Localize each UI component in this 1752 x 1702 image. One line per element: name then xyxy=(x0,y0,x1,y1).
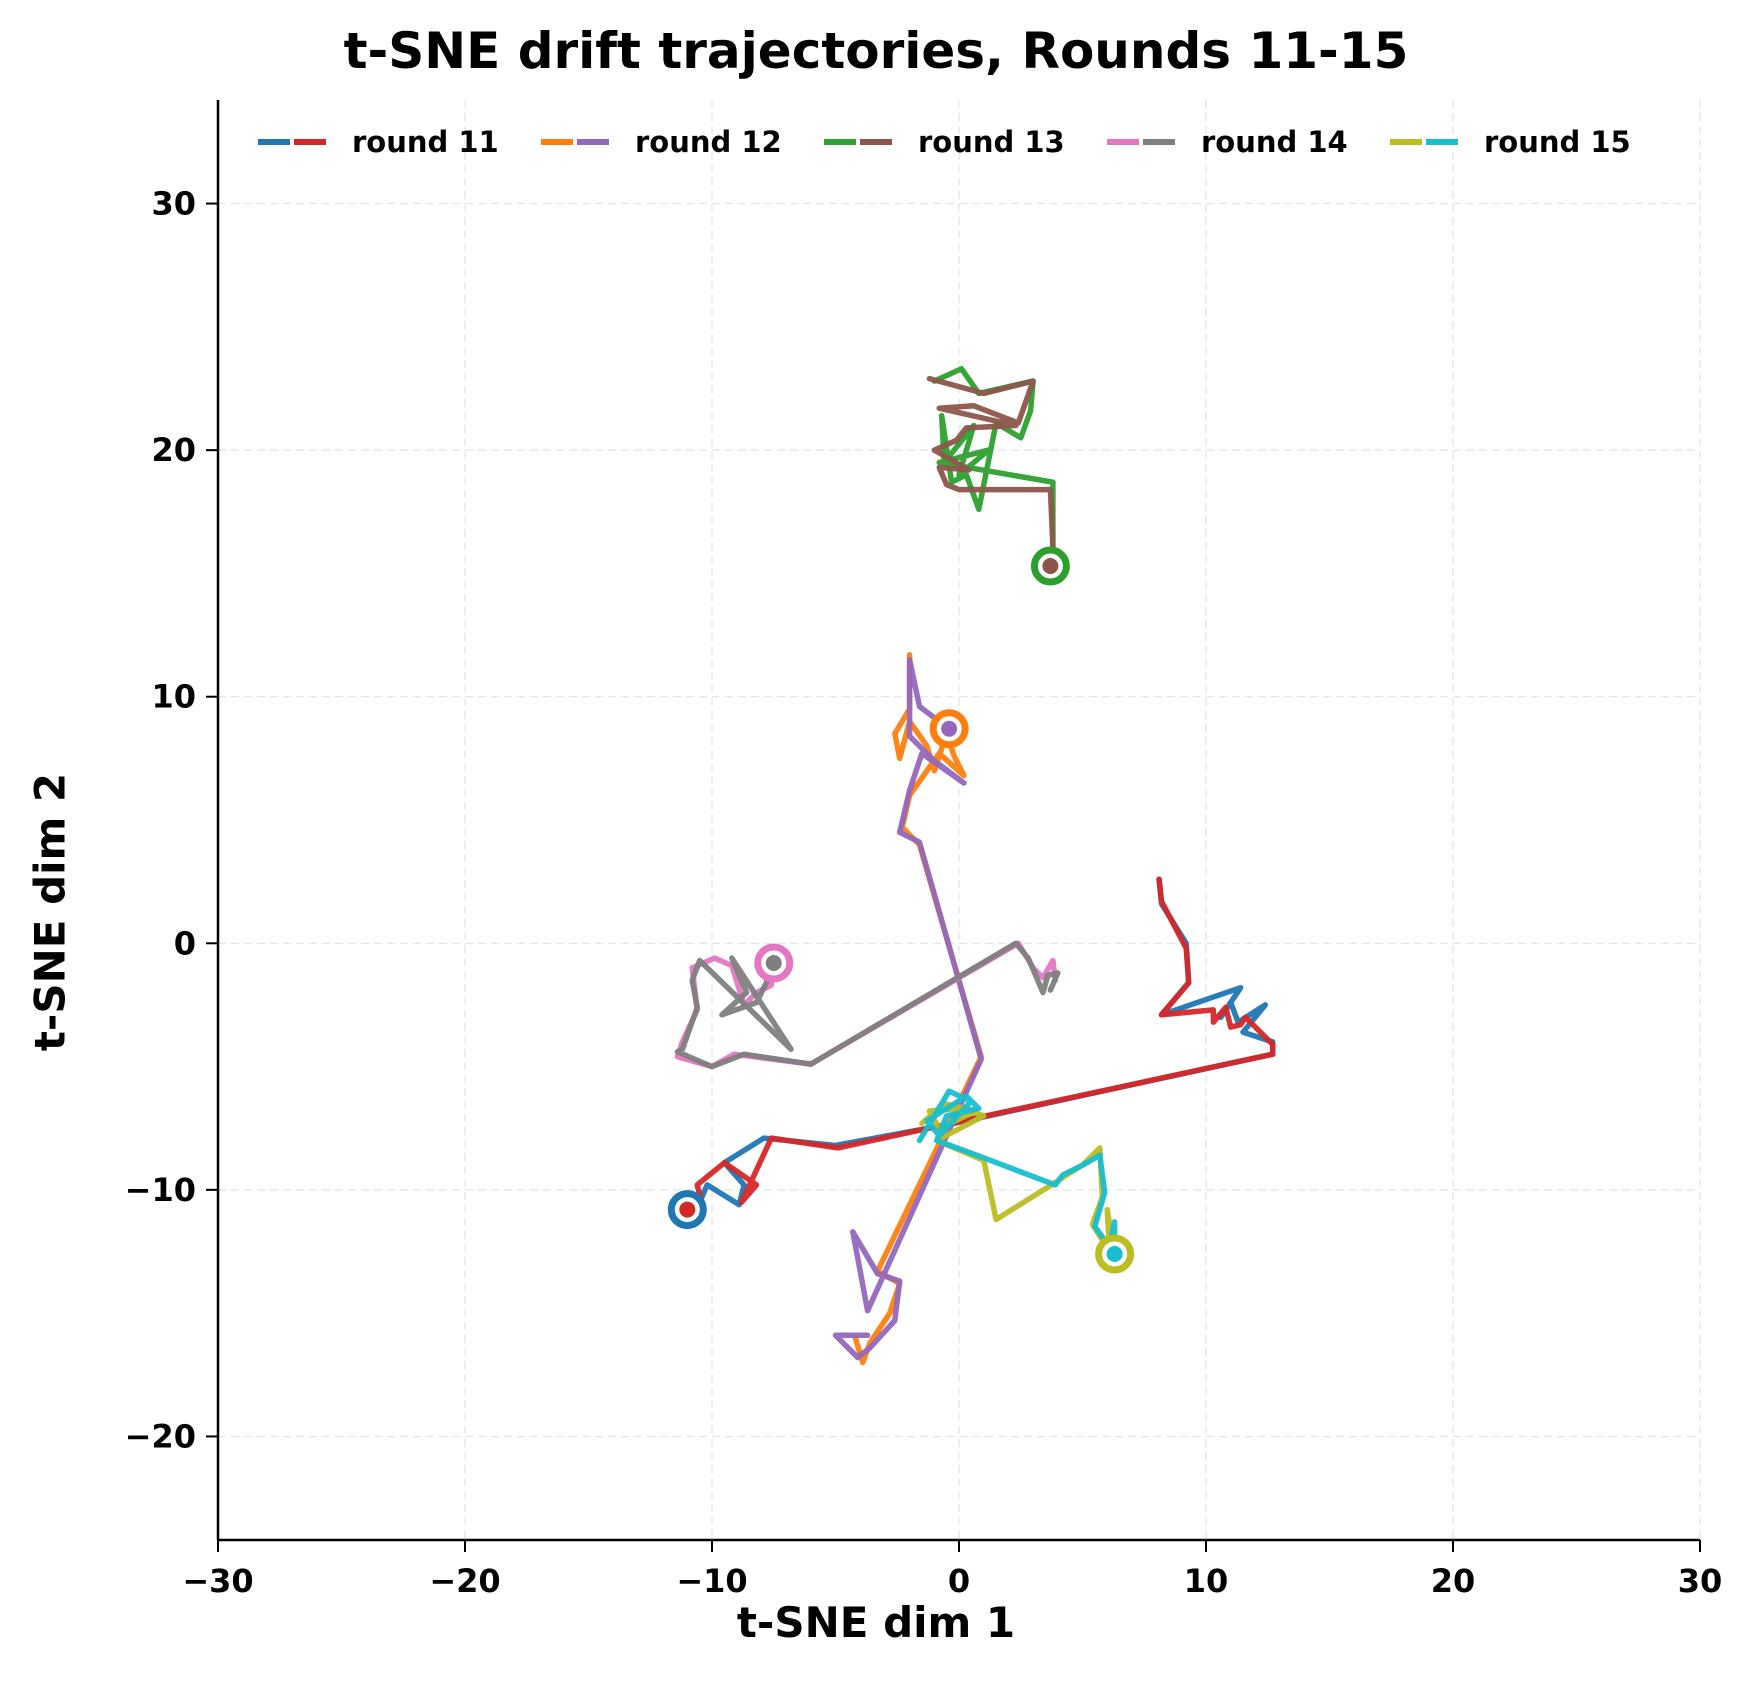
axes: −30 −20 −10 0 10 20 30 −20 −10 0 10 20 30 xyxy=(125,100,1723,1600)
y-tick-label: 0 xyxy=(174,924,196,962)
x-tick-label: 30 xyxy=(1678,1562,1723,1600)
trajectory-line xyxy=(916,1088,1118,1257)
legend-label: round 15 xyxy=(1484,125,1631,159)
trajectory-line xyxy=(674,940,1061,1070)
end-marker-dot xyxy=(765,955,782,972)
trajectory-lines xyxy=(674,366,1276,1366)
x-tick-label: −10 xyxy=(676,1562,747,1600)
grid-lines xyxy=(217,100,1701,1540)
trajectory-line xyxy=(926,375,1056,569)
x-tick-label: −30 xyxy=(182,1562,253,1600)
end-marker-dot xyxy=(679,1201,696,1218)
y-tick-label: 20 xyxy=(151,431,196,469)
legend-label: round 11 xyxy=(352,125,499,159)
end-marker-dot xyxy=(1042,558,1059,575)
chart-title: t-SNE drift trajectories, Rounds 11-15 xyxy=(343,22,1409,80)
trajectory-line xyxy=(852,652,984,1366)
trajectory-line xyxy=(832,656,984,1361)
x-tick-label: −20 xyxy=(429,1562,500,1600)
y-axis-label: t-SNE dim 2 xyxy=(25,772,75,1052)
legend-label: round 14 xyxy=(1201,125,1348,159)
x-tick-label: 10 xyxy=(1184,1562,1229,1600)
x-tick-label: 0 xyxy=(948,1562,970,1600)
trajectory-line xyxy=(684,876,1276,1213)
legend: round 11 round 12 round 13 round 14 round 15 xyxy=(258,125,1631,159)
legend-label: round 12 xyxy=(635,125,782,159)
x-axis-label: t-SNE dim 1 xyxy=(736,1598,1016,1647)
y-tick-label: −10 xyxy=(125,1171,196,1209)
endpoint-markers xyxy=(667,546,1135,1274)
x-tick-label: 20 xyxy=(1431,1562,1476,1600)
end-marker-dot xyxy=(941,720,958,737)
y-tick-label: 10 xyxy=(151,678,196,716)
y-tick-label: 30 xyxy=(151,185,196,223)
end-marker-dot xyxy=(1106,1245,1123,1262)
y-tick-label: −20 xyxy=(125,1417,196,1455)
legend-label: round 13 xyxy=(918,125,1065,159)
